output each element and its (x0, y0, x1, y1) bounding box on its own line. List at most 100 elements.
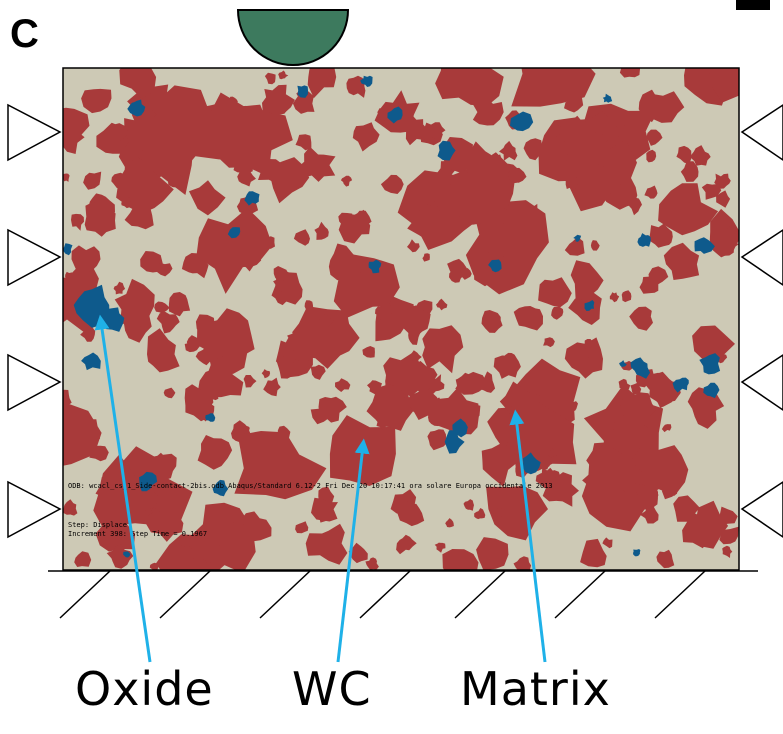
wc-grain (455, 371, 489, 395)
wc-grain (602, 537, 613, 549)
oxide-grain (368, 259, 382, 274)
wc-grain (93, 454, 163, 527)
wc-grain (375, 301, 394, 321)
wc-grain (156, 311, 180, 334)
wc-grain (352, 122, 380, 152)
wc-grain (618, 378, 631, 391)
wc-grain (380, 174, 404, 194)
oxide-arrow (94, 314, 152, 663)
wc-grain (151, 507, 160, 516)
wc-grain (631, 445, 689, 496)
wc-grain (229, 521, 250, 543)
wc-grain (570, 260, 604, 302)
wc-grain (119, 68, 157, 99)
wc-grain (627, 197, 642, 216)
wc-grain (243, 375, 257, 388)
oxide-grain (444, 430, 465, 454)
wc-grain (661, 424, 672, 433)
wc-grain (335, 378, 351, 392)
wc-grain (295, 134, 312, 151)
wc-grain (202, 551, 215, 564)
wc-grain (714, 173, 731, 189)
wc-grain (719, 526, 739, 545)
grain-field (63, 68, 739, 570)
wc-grain (726, 225, 738, 234)
wc-grain (304, 300, 314, 310)
panel-letter: C (10, 12, 39, 56)
wc-grain (511, 68, 596, 107)
oxide-grain (672, 377, 689, 393)
oxide-grain (510, 111, 534, 132)
oxide-grain (522, 452, 541, 475)
wc-grain (722, 545, 733, 558)
wc-grain (65, 271, 73, 280)
wc-grain (407, 239, 420, 253)
wc-grain (305, 523, 348, 565)
oxide-grain (205, 413, 216, 422)
wc-grain (307, 68, 337, 99)
wc-grain (81, 88, 112, 114)
wc-grain (211, 105, 293, 177)
wc-grain (481, 442, 520, 487)
wc-grain (131, 85, 226, 183)
wc-grain (701, 183, 722, 200)
wc-grain (583, 339, 594, 350)
wc-grain (80, 326, 96, 342)
wc-grain (459, 268, 472, 280)
wc-grain (649, 371, 678, 407)
wc-grain (143, 506, 153, 517)
wc-grain (629, 306, 653, 331)
wc-grain (377, 108, 392, 122)
wc-grain (84, 202, 116, 237)
wc-grain (143, 189, 161, 211)
odb-info-text: ODB: wcacl_cs_1_Side-contact-2bis.odb Ab… (68, 482, 553, 490)
wc-grain (638, 89, 666, 123)
oxide-grain (584, 300, 595, 311)
oxide-grain (602, 93, 613, 103)
wc-grain (589, 131, 626, 168)
wc-grain (543, 337, 555, 348)
oxide-grain (63, 243, 73, 256)
wc-grain (83, 171, 102, 190)
wc-grain (581, 443, 651, 532)
wc-grain (407, 201, 450, 240)
wc-grain (663, 242, 700, 280)
wc-grain (287, 330, 308, 351)
step-text: Step: Displace (68, 521, 127, 529)
oxide-grain (123, 551, 131, 558)
wc-grain (619, 68, 641, 78)
wc-grain (293, 229, 310, 246)
wc-grain (63, 389, 72, 406)
wc-grain (340, 175, 353, 187)
left-supports (7, 103, 62, 539)
wc-grain (524, 202, 541, 220)
wc-grain (273, 266, 288, 282)
wc-grain (430, 122, 446, 139)
wc-grain (242, 425, 251, 436)
wc-grain (397, 500, 425, 527)
wc-grain (636, 487, 658, 510)
wc-grain (513, 556, 532, 570)
wc-grain (590, 240, 600, 251)
wc-grain (113, 281, 126, 295)
wc-grain (143, 108, 157, 119)
wc-grain (258, 158, 284, 184)
wc-grain (549, 124, 562, 138)
wc-grain (609, 292, 620, 303)
wc-grain (137, 149, 148, 160)
wc-grain (565, 175, 581, 189)
wc-grain (542, 472, 579, 507)
wc-grain (154, 301, 170, 314)
oxide-grain (81, 352, 101, 371)
wc-grain (630, 382, 642, 396)
matrix-label: Matrix (460, 662, 611, 716)
support-triangle-icon (740, 104, 783, 161)
oxide-grain (694, 237, 715, 254)
oxide-grain (437, 140, 456, 161)
wc-grain (338, 212, 354, 231)
wc-grain (63, 499, 78, 516)
wc-grain (89, 445, 109, 462)
wc-grain (656, 549, 675, 569)
increment-text: Increment 398: Step Time = 0.1967 (68, 530, 207, 538)
